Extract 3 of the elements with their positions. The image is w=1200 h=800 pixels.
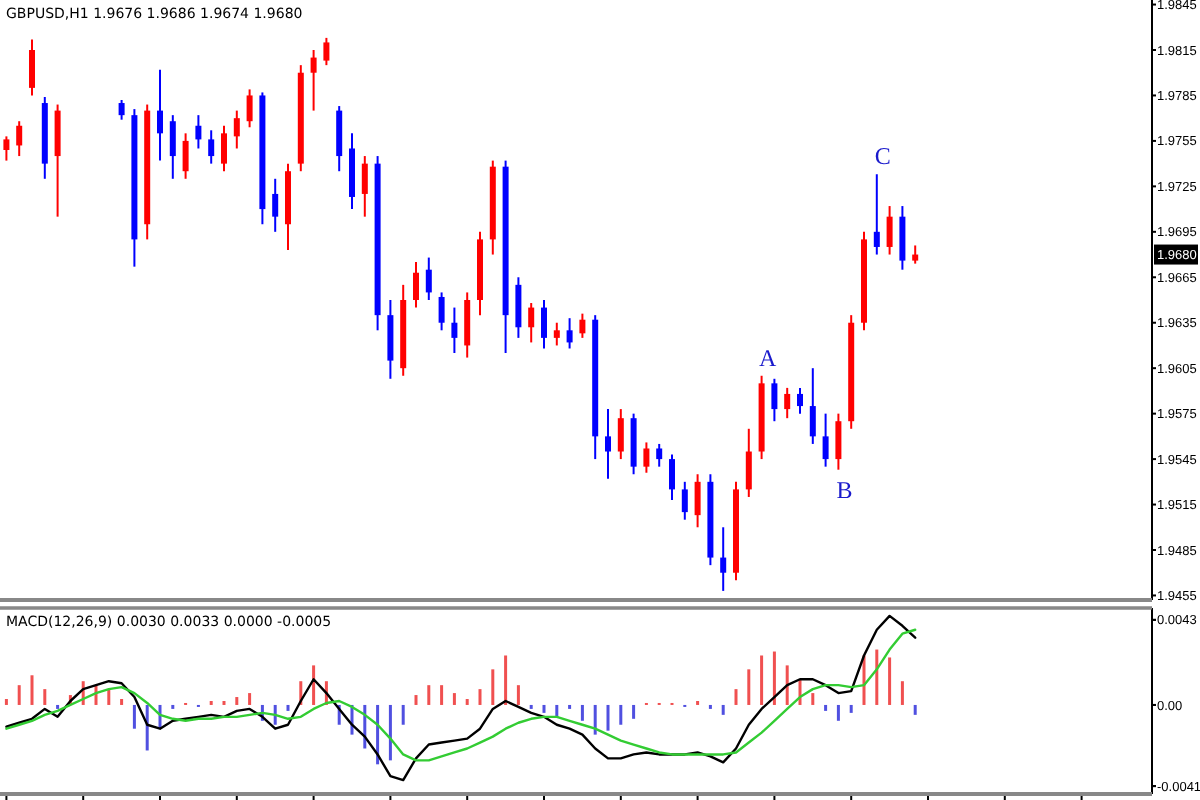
- annotation: A: [758, 343, 777, 372]
- annotation: C: [874, 142, 891, 171]
- annotation: B: [836, 475, 853, 504]
